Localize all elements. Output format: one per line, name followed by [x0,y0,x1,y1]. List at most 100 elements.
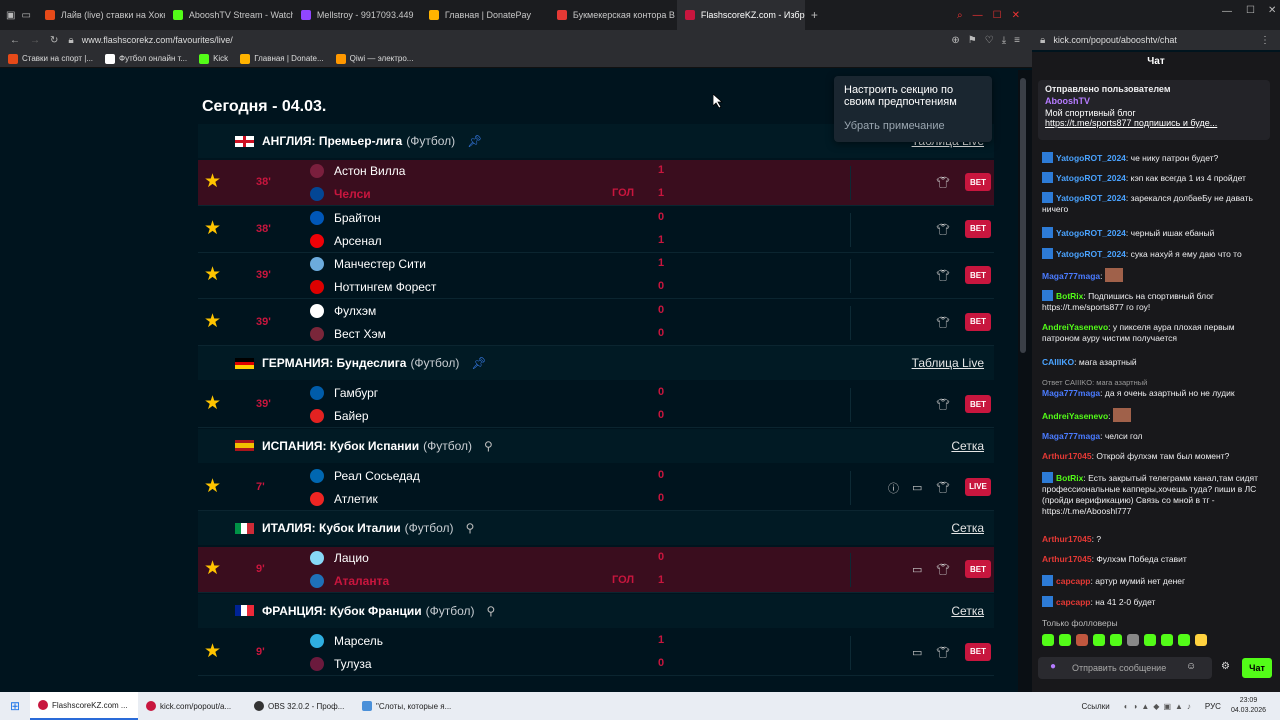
pinned-message[interactable]: Отправлено пользователем AbooshTV Мой сп… [1038,80,1270,140]
emoji-icon[interactable]: ☺ [1186,661,1197,672]
chat-username[interactable]: YatogoROT_2024 [1056,193,1126,203]
minimize-icon[interactable]: — [1222,6,1232,17]
favourite-star-icon[interactable]: ★ [204,558,222,579]
chat-username[interactable]: Maga777maga [1042,431,1101,441]
match-row[interactable]: ★ 7' Реал Сосьедад Атлетик 0 0 👕︎ ▭ ⓘ LIVE [198,464,994,511]
bet-button[interactable]: BET [965,312,991,331]
chat-username[interactable]: capcapp [1056,576,1091,586]
league-table-link[interactable]: Таблица Live [911,356,984,370]
new-tab-icon[interactable]: + [810,8,818,22]
chat-username[interactable]: Arthur17045 [1042,534,1092,544]
dismiss-tooltip-link[interactable]: Убрать примечание [844,120,945,132]
bet-button[interactable]: BET [965,266,991,284]
favourite-star-icon[interactable]: ★ [204,475,222,497]
maximize-icon[interactable]: ☐ [1246,5,1255,16]
taskbar-item-folder[interactable]: "Слоты, которые я... [354,692,462,720]
links-label[interactable]: Ссылки [1081,701,1110,711]
match-row[interactable]: ★ 38' Астон Вилла Челси 1 1 ГОЛ 👕︎ BET [198,160,994,206]
match-row[interactable]: ★ 39' Манчестер Сити Ноттингем Форест 1 0 👕︎ BE… [198,253,994,299]
send-chat-button[interactable]: Чат [1242,658,1272,678]
settings-icon[interactable]: ⚙ [1221,661,1230,672]
url-field[interactable]: www.flashscorekz.com/favourites/live/ [81,35,233,45]
chat-username[interactable]: CAIIIKO [1042,357,1075,367]
lineup-shirt-icon[interactable]: 👕︎ [936,177,950,189]
pin-league-icon[interactable]: 📌︎ [467,134,483,148]
zoom-icon[interactable]: ⊕ [951,34,960,46]
window-menu-icon[interactable]: ▣ ▭ [6,9,31,21]
pinned-link[interactable]: https://t.me/sports877 подпишись и буде.… [1045,118,1218,128]
download-icon[interactable]: ⤓ [1001,34,1007,46]
bookmark-3[interactable]: Kick [199,53,228,64]
chat-username[interactable]: Maga777maga [1042,388,1101,398]
bookmark-1[interactable]: Ставки на спорт |... [8,53,93,64]
lineup-shirt-icon[interactable]: 👕︎ [936,481,950,494]
chat-username[interactable]: Maga777maga [1042,271,1101,281]
bet-button[interactable]: BET [965,560,991,578]
close-window-icon[interactable]: ✕ [1268,5,1277,16]
tray-icons[interactable]: ◐◑▲◆▣▲♪ [1123,701,1195,711]
bet-button[interactable]: LIVE [965,477,991,496]
taskbar-item-flashscore[interactable]: FlashscoreKZ.com ... [30,692,138,720]
pin-league-icon[interactable]: ⚲ [484,438,493,453]
chat-username[interactable]: YatogoROT_2024 [1056,153,1126,163]
lineup-shirt-icon[interactable]: 👕︎ [936,316,950,329]
pin-league-icon[interactable]: ⚲ [486,603,496,618]
browser-tab[interactable]: Букмекерская контора B [549,0,677,30]
mic-icon[interactable]: ● [1050,661,1057,672]
league-table-link[interactable]: Сетка [951,521,984,535]
league-table-link[interactable]: Сетка [951,438,984,453]
league-name[interactable]: ИТАЛИЯ: Кубок Италии [262,521,401,535]
forward-icon[interactable]: → [30,34,40,46]
bookmark-5[interactable]: Qiwi — электро... [335,53,413,64]
clock[interactable]: 23:09 04.03.2026 [1230,697,1266,714]
scrollbar-thumb[interactable] [1020,78,1026,353]
league-name[interactable]: АНГЛИЯ: Премьер-лига [262,134,403,148]
chat-username[interactable]: AndreiYasenevo [1042,411,1109,421]
favourite-star-icon[interactable]: ★ [204,310,222,332]
league-table-link[interactable]: Сетка [951,603,984,618]
match-row[interactable]: ★ 9' Марсель Тулуза 1 0 👕︎ ▭ BET [198,629,994,676]
extensions-icon[interactable]: ⚑ [967,34,977,46]
back-icon[interactable]: ← [10,34,20,46]
match-row[interactable]: ★ 39' Гамбург Байер 0 0 👕︎ BET [198,382,994,428]
favourite-star-icon[interactable]: ★ [204,171,222,192]
match-row[interactable]: ★ 9' Лацио Аталанта 0 1 ГОЛ 👕︎ ▭ BET [198,547,994,593]
bookmark-2[interactable]: Футбол онлайн т... [105,53,187,64]
search-tabs-icon[interactable]: ⌕ [957,9,963,21]
tv-icon[interactable]: ▭ [912,481,923,494]
info-icon[interactable]: ⓘ [888,482,899,495]
browser-tab[interactable]: Главная | DonatePay [421,0,549,30]
league-name[interactable]: ГЕРМАНИЯ: Бундеслига [262,356,407,370]
bet-button[interactable]: BET [965,173,991,191]
match-row[interactable]: ★ 38' Брайтон Арсенал 0 1 👕︎ BET [198,206,994,253]
chat-username[interactable]: BotRix [1056,473,1084,483]
reload-icon[interactable]: ↻ [50,34,59,46]
bookmark-icon[interactable]: ♡ [984,34,994,46]
tv-icon[interactable]: ▭ [912,564,923,576]
lineup-shirt-icon[interactable]: 👕︎ [936,270,950,282]
taskbar-item-obs[interactable]: OBS 32.0.2 - Проф... [246,692,354,720]
favourite-star-icon[interactable]: ★ [204,393,222,414]
match-row[interactable]: ★ 39' Фулхэм Вест Хэм 0 0 👕︎ BET [198,299,994,346]
browser-tab[interactable]: Лайв (live) ставки на Хоккей [37,0,165,30]
menu-icon[interactable]: ≡ [1014,34,1020,46]
pin-league-icon[interactable]: 📌︎ [471,356,487,370]
browser-tab[interactable]: AbooshTV Stream - Watch [165,0,293,30]
favourite-star-icon[interactable]: ★ [204,264,222,285]
pinned-user[interactable]: AbooshTV [1045,96,1090,106]
menu-icon[interactable]: ⋮ [1260,34,1270,46]
close-window-icon[interactable]: ✕ [1011,9,1020,21]
browser-tab[interactable]: FlashscoreKZ.com - Избр✕ [676,0,805,30]
chat-url-field[interactable]: kick.com/popout/abooshtv/chat [1053,35,1177,45]
start-icon[interactable]: ⊞ [9,699,21,713]
favourite-star-icon[interactable]: ★ [204,217,222,239]
bookmark-4[interactable]: Главная | Donate... [240,53,324,64]
pin-league-icon[interactable]: ⚲ [465,521,475,535]
bet-button[interactable]: BET [965,642,991,661]
maximize-icon[interactable]: ☐ [992,9,1002,21]
chat-input[interactable]: Отправить сообщение [1038,657,1212,679]
chat-username[interactable]: YatogoROT_2024 [1056,228,1126,238]
chat-username[interactable]: YatogoROT_2024 [1056,173,1126,183]
minimize-icon[interactable]: — [972,9,983,21]
chat-username[interactable]: BotRix [1056,291,1084,301]
